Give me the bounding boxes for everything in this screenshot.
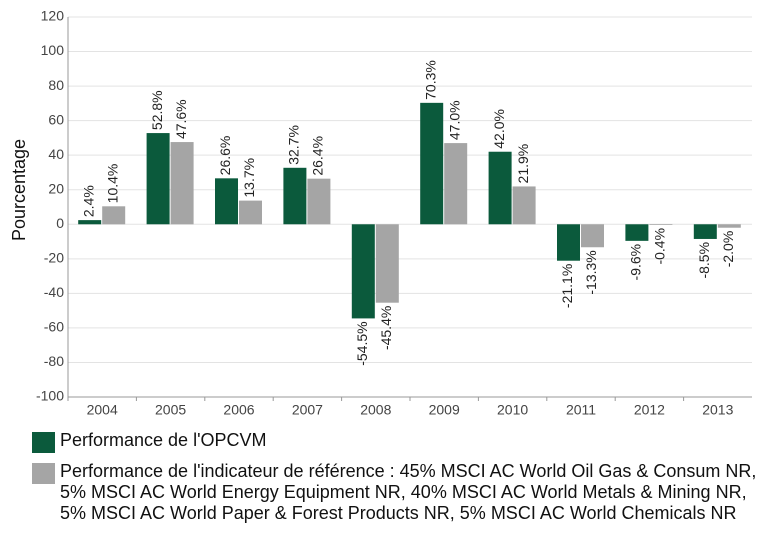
- legend-label: Performance de l'indicateur de référence…: [60, 461, 757, 523]
- y-axis-label: Pourcentage: [9, 139, 29, 241]
- x-tick-label: 2010: [497, 402, 528, 418]
- value-label: 10.4%: [104, 164, 120, 204]
- value-label: 2.4%: [80, 185, 96, 217]
- value-label: -21.1%: [559, 264, 575, 308]
- bar: [444, 143, 468, 225]
- legend-item: Performance de l'indicateur de référence…: [32, 461, 757, 524]
- y-tick-label: 80: [48, 77, 64, 93]
- x-tick-label: 2013: [702, 402, 733, 418]
- bar: [625, 224, 649, 241]
- bar: [375, 224, 399, 303]
- bar: [215, 178, 238, 225]
- value-label: -0.4%: [652, 228, 668, 265]
- bar: [102, 206, 126, 225]
- value-label: -13.3%: [583, 250, 599, 294]
- value-label: 26.4%: [310, 136, 326, 176]
- bar: [557, 224, 580, 261]
- legend-item: Performance de l'OPCVM: [32, 430, 757, 453]
- bar: [170, 142, 194, 225]
- bar: [512, 186, 536, 225]
- x-tick-label: 2009: [429, 402, 460, 418]
- y-tick-label: 120: [41, 8, 65, 24]
- value-label: -54.5%: [354, 321, 370, 365]
- y-tick-label: -80: [44, 353, 64, 369]
- legend: Performance de l'OPCVM Performance de l'i…: [32, 430, 757, 532]
- bar: [78, 220, 102, 225]
- value-label: -9.6%: [628, 244, 644, 281]
- bar: [307, 178, 331, 225]
- y-tick-label: -40: [44, 284, 64, 300]
- bar: [239, 200, 262, 225]
- value-label: 47.0%: [446, 100, 462, 140]
- value-label: 42.0%: [491, 109, 507, 149]
- y-tick-label: 0: [56, 215, 64, 231]
- value-label: 32.7%: [286, 125, 302, 165]
- bar: [488, 151, 512, 225]
- bar: [649, 224, 673, 225]
- value-label: 26.6%: [217, 136, 233, 176]
- bar: [581, 224, 604, 248]
- x-tick-label: 2011: [566, 402, 596, 418]
- x-tick-label: 2008: [360, 402, 391, 418]
- y-tick-label: 100: [41, 42, 65, 58]
- bar: [717, 224, 741, 228]
- value-label: -2.0%: [720, 231, 736, 268]
- x-tick-label: 2006: [223, 402, 254, 418]
- value-label: -8.5%: [696, 242, 712, 279]
- value-label: 21.9%: [515, 144, 531, 184]
- y-tick-label: 40: [48, 146, 64, 162]
- y-tick-label: -20: [44, 250, 64, 266]
- chart: Pourcentage -100 -80 -60 -40 -20 0 20 40 60 80 100…: [9, 8, 752, 418]
- bar: [146, 133, 170, 225]
- x-tick-label: 2012: [634, 402, 665, 418]
- value-label: 13.7%: [241, 158, 257, 198]
- bar: [351, 224, 375, 319]
- x-tick-label: 2007: [292, 402, 323, 418]
- legend-swatch: [32, 463, 55, 484]
- legend-swatch: [32, 432, 55, 453]
- legend-label: Performance de l'OPCVM: [60, 430, 267, 450]
- bar: [693, 224, 717, 239]
- y-tick-label: -60: [44, 319, 64, 335]
- y-tick-label: -100: [36, 388, 64, 404]
- y-tick-label: 20: [48, 180, 64, 196]
- value-label: 70.3%: [422, 60, 438, 100]
- bar: [283, 167, 307, 225]
- x-tick-label: 2004: [87, 402, 118, 418]
- value-label: -45.4%: [378, 306, 394, 350]
- y-tick-label: 60: [48, 111, 64, 127]
- value-label: 47.6%: [173, 99, 189, 139]
- value-label: 52.8%: [149, 90, 165, 130]
- bar: [420, 102, 444, 225]
- x-tick-label: 2005: [155, 402, 186, 418]
